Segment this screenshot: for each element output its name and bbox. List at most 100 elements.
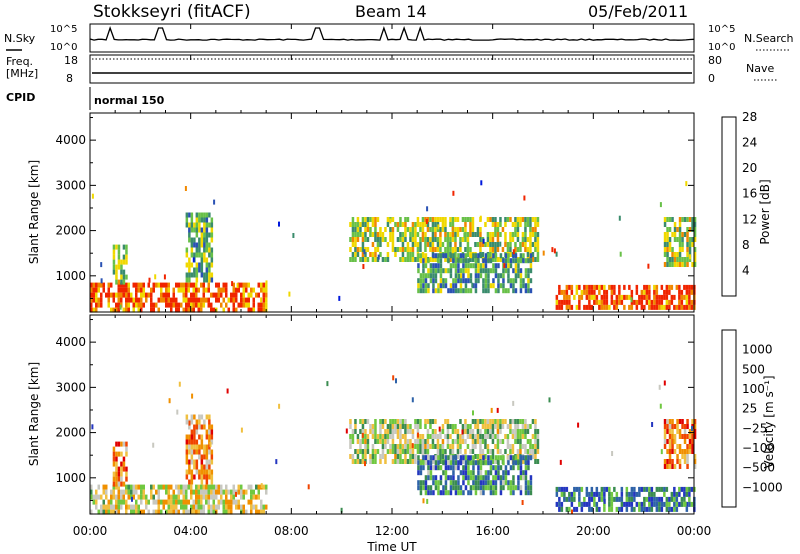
- power-cell: [676, 252, 679, 257]
- power-cell: [396, 237, 400, 242]
- velocity-cell: [359, 439, 362, 444]
- velocity-cell: [155, 499, 158, 505]
- power-cell: [524, 268, 528, 274]
- power-cell: [469, 278, 473, 284]
- power-cell: [517, 268, 520, 274]
- power-cell: [482, 238, 485, 244]
- power-cell: [207, 282, 210, 288]
- power-cell: [588, 284, 591, 290]
- velocity-cell: [386, 429, 390, 434]
- velocity-cell: [686, 444, 689, 449]
- power-cell: [115, 279, 118, 285]
- power-cell: [198, 267, 201, 273]
- velocity-cell: [675, 491, 679, 497]
- velocity-cell: [688, 486, 691, 492]
- power-cell: [401, 237, 405, 242]
- velocity-cell: [519, 439, 522, 444]
- velocity-cell: [205, 479, 209, 485]
- velocity-cell: [167, 484, 170, 490]
- velocity-cell: [168, 398, 171, 404]
- power-cell: [107, 287, 110, 293]
- velocity-cell: [675, 496, 679, 502]
- velocity-cell: [193, 424, 196, 430]
- power-cell: [409, 247, 412, 252]
- velocity-cell: [411, 397, 414, 403]
- velocity-cell: [675, 506, 679, 512]
- velocity-cell: [250, 499, 253, 505]
- power-cell: [95, 292, 98, 298]
- velocity-cell: [125, 476, 128, 482]
- velocity-cell: [502, 485, 505, 491]
- power-cell: [451, 232, 455, 237]
- velocity-cell: [668, 454, 672, 459]
- power-cell: [507, 288, 510, 294]
- velocity-cell: [198, 414, 201, 420]
- power-cell: [551, 247, 554, 253]
- velocity-cell: [205, 474, 209, 480]
- velocity-cell: [673, 506, 676, 512]
- power-cell: [663, 222, 667, 227]
- power-cell: [449, 257, 452, 262]
- power-cell: [391, 247, 395, 252]
- velocity-cell: [107, 499, 110, 505]
- power-cell: [210, 247, 214, 253]
- power-cell: [471, 227, 475, 232]
- power-cell: [125, 292, 128, 298]
- power-cell: [683, 294, 686, 300]
- power-cell: [628, 304, 631, 310]
- power-heatmap: [90, 180, 697, 313]
- power-cell: [511, 237, 515, 242]
- velocity-cell: [568, 496, 571, 502]
- velocity-cell: [117, 494, 120, 500]
- power-cell: [414, 227, 417, 232]
- velocity-cell: [105, 484, 108, 490]
- velocity-cell: [374, 434, 377, 439]
- power-cell: [371, 257, 375, 262]
- velocity-cell: [185, 484, 188, 490]
- velocity-cell: [157, 494, 160, 500]
- velocity-cell: [240, 489, 243, 495]
- power-cell: [389, 232, 392, 237]
- velocity-cell: [152, 499, 155, 505]
- velocity-cell: [207, 499, 210, 505]
- velocity-cell: [496, 424, 500, 429]
- velocity-cell: [210, 454, 214, 460]
- power-cell: [479, 242, 482, 247]
- power-cell: [92, 287, 95, 293]
- velocity-cell: [603, 486, 606, 492]
- freq-right-label: Nave: [746, 62, 774, 75]
- power-cell: [477, 278, 480, 284]
- velocity-cell: [182, 504, 185, 510]
- power-cell: [401, 257, 405, 262]
- power-cell: [471, 232, 475, 237]
- power-cell: [484, 222, 487, 227]
- power-cell: [419, 288, 423, 294]
- velocity-cell: [120, 471, 123, 477]
- power-cell: [504, 288, 508, 294]
- velocity-cell: [437, 465, 440, 471]
- power-cell: [524, 242, 527, 247]
- velocity-cell: [421, 449, 425, 454]
- velocity-cell: [437, 485, 440, 491]
- velocity-cell: [132, 494, 135, 500]
- power-cell: [643, 289, 646, 295]
- power-cell: [645, 289, 649, 295]
- velocity-cell: [359, 429, 362, 434]
- power-cell: [210, 257, 214, 263]
- power-cell: [366, 237, 370, 242]
- velocity-cell: [676, 419, 679, 424]
- velocity-cell: [466, 444, 470, 449]
- power-cell: [175, 302, 178, 308]
- power-cell: [160, 292, 163, 298]
- power-cell: [608, 304, 611, 310]
- velocity-cell: [477, 460, 480, 466]
- power-cell: [497, 263, 500, 269]
- velocity-cell: [693, 459, 697, 464]
- velocity-cell: [648, 506, 651, 512]
- velocity-cell: [439, 480, 443, 486]
- power-cell: [132, 302, 135, 308]
- velocity-cell: [379, 439, 382, 444]
- velocity-cell: [688, 429, 692, 434]
- power-cell: [432, 283, 435, 289]
- velocity-cell: [681, 449, 684, 454]
